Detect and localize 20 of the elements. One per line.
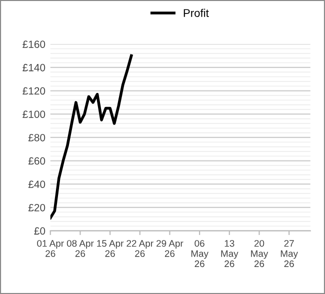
y-tick-label: £140	[22, 64, 46, 72]
x-tick-label: 27 May 26	[280, 240, 298, 268]
y-tick-label: £120	[22, 87, 46, 95]
x-tick-label: 06 May 26	[191, 240, 208, 268]
y-tick-label: £160	[22, 40, 46, 48]
x-tick-label: 22 Apr 26	[126, 240, 154, 257]
y-tick-label: £40	[28, 180, 46, 188]
x-tick-label: 13 May 26	[221, 240, 238, 268]
x-tick-label: 29 Apr 26	[156, 240, 184, 257]
x-tick-label: 01 Apr 26	[37, 240, 64, 257]
y-tick-label: £80	[28, 134, 46, 142]
y-tick-label: £100	[22, 110, 46, 118]
y-tick-label: £0	[34, 227, 46, 235]
x-tick-label: 20 May 26	[251, 240, 268, 268]
line-series	[50, 54, 133, 220]
x-tick-label: 08 Apr 26	[66, 240, 94, 257]
y-tick-label: £20	[28, 204, 46, 212]
y-tick-label: £60	[28, 157, 46, 165]
legend-label: Profit	[184, 8, 209, 17]
x-tick-label: 15 Apr 26	[97, 240, 124, 257]
